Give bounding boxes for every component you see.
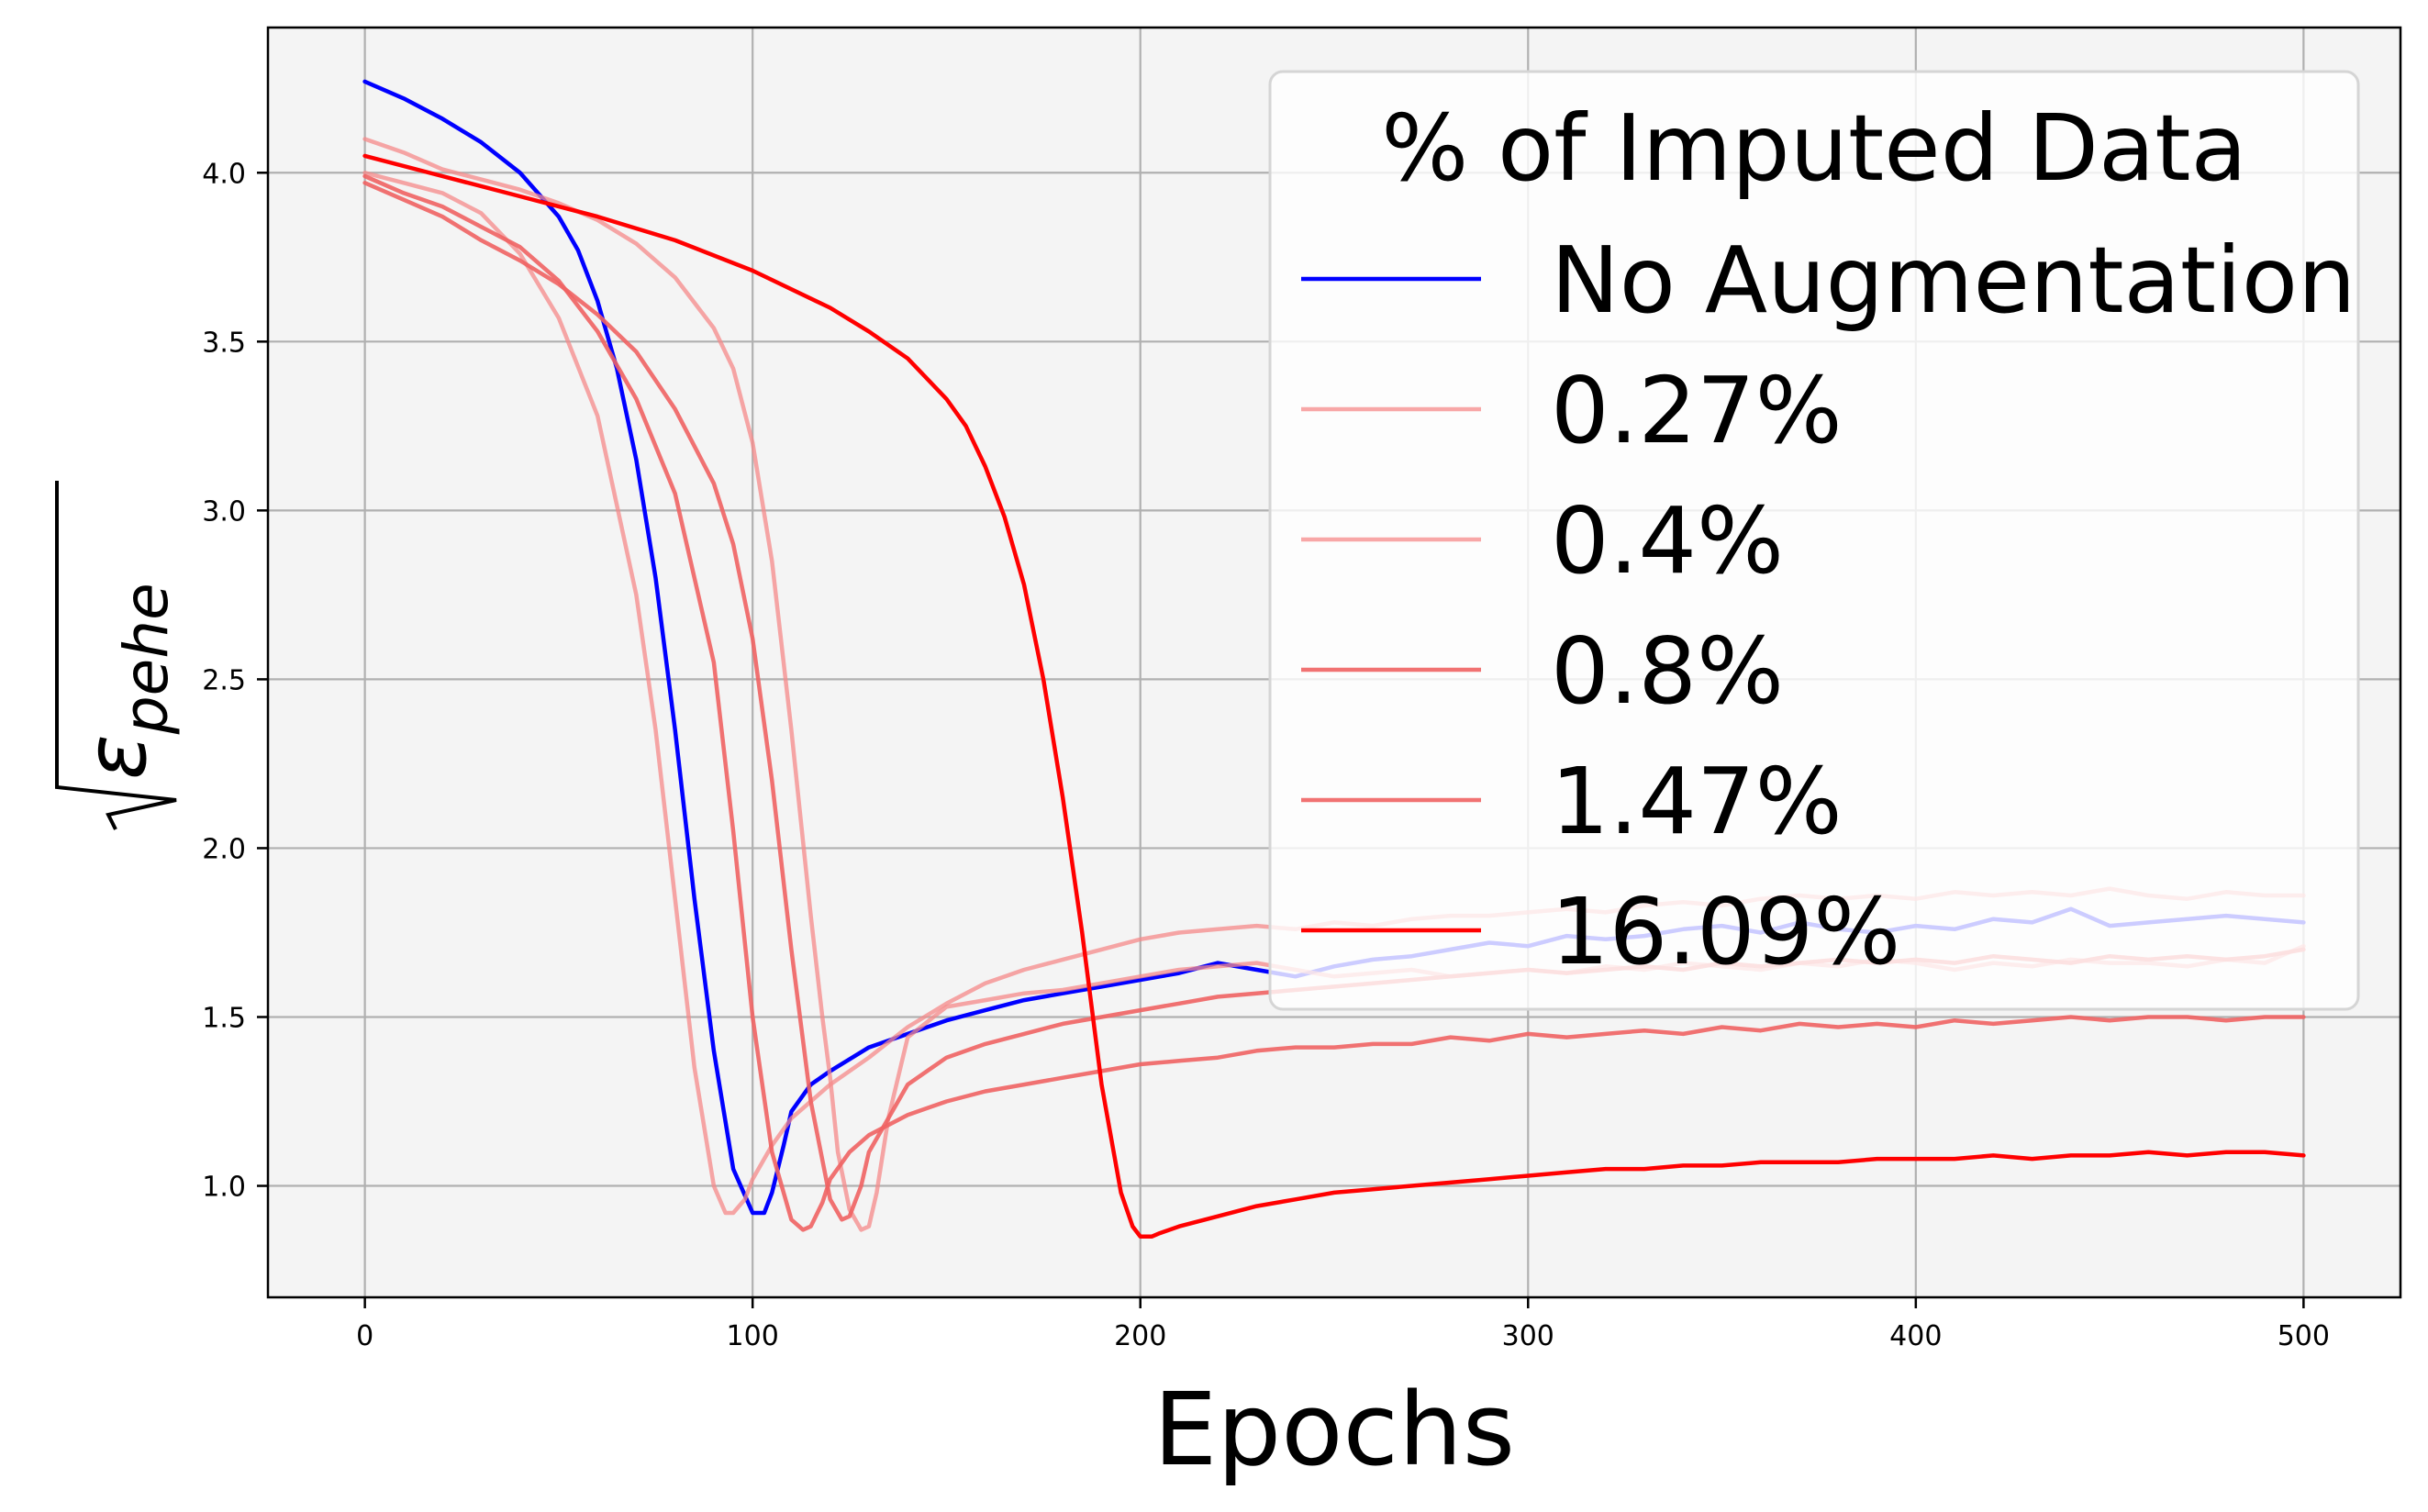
series-line-5 (362, 153, 2306, 1239)
legend-box (1268, 70, 2360, 1011)
legend-title: % of Imputed Data (1381, 94, 2247, 202)
y-axis-ticks: 1.0 1.5 2.0 2.5 3.0 3.5 4.0 (202, 158, 268, 1204)
y-tick-label: 2.0 (202, 833, 246, 865)
series-lines (362, 79, 2306, 1239)
legend-label-1: 0.27% (1551, 357, 1843, 464)
axes-frame (266, 26, 2402, 1299)
plot-frame (266, 26, 2402, 1299)
y-tick-label: 4.0 (202, 158, 246, 190)
x-axis-label: Epochs (1153, 1371, 1515, 1488)
y-tick-label: 3.0 (202, 495, 246, 528)
y-tick-label: 3.5 (202, 327, 246, 359)
legend-label-2: 0.4% (1551, 487, 1784, 595)
y-axis-label-text: εpehe (67, 583, 182, 780)
legend-label-0: No Augmentation (1551, 227, 2356, 334)
y-tick-label: 1.5 (202, 1002, 246, 1034)
x-tick-label: 300 (1502, 1320, 1554, 1352)
y-tick-label: 1.0 (202, 1172, 246, 1204)
x-axis-ticks: 0 100 200 300 400 500 (356, 1297, 2330, 1352)
y-axis-label-subscript: pehe (111, 583, 182, 735)
legend: % of Imputed Data No Augmentation 0.27% 0.… (1268, 70, 2360, 1011)
x-tick-label: 400 (1889, 1320, 1942, 1352)
x-tick-label: 500 (2278, 1320, 2330, 1352)
y-axis-label: εpehe (55, 481, 182, 830)
series-line-3 (362, 173, 2306, 1232)
sqrt-symbol-icon (55, 481, 177, 830)
x-tick-label: 100 (727, 1320, 779, 1352)
legend-label-4: 1.47% (1551, 748, 1843, 855)
x-tick-label: 200 (1114, 1320, 1166, 1352)
y-tick-label: 2.5 (202, 664, 246, 696)
x-tick-label: 0 (356, 1320, 373, 1352)
y-axis-label-symbol: ε (67, 734, 165, 780)
legend-label-3: 0.8% (1551, 617, 1784, 725)
legend-label-5: 16.09% (1551, 878, 1900, 985)
